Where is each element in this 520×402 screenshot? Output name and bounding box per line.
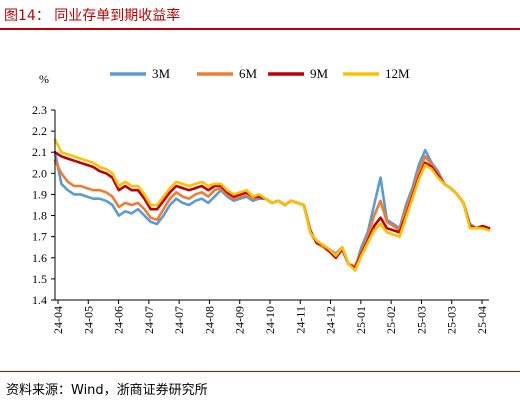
y-axis-ticks: 1.4 1.5 1.6 1.7 1.8 1.9 2.0 2.1 2.2 2.3 <box>32 103 55 307</box>
y-tick-label: 1.7 <box>32 230 47 244</box>
x-tick-label: 25-04 <box>475 306 489 334</box>
x-tick-label: 24-07 <box>172 306 186 334</box>
x-tick-label: 24-10 <box>263 306 277 334</box>
x-tick-label: 25-03 <box>445 306 459 334</box>
yield-line-chart: 3M 6M 9M 12M % 1.4 1.5 1.6 1.7 1.8 1.9 2.0 2.1 2.2 2… <box>32 66 491 334</box>
y-tick-label: 1.5 <box>32 272 47 286</box>
x-tick-label: 25-03 <box>414 306 428 334</box>
x-tick-label: 24-09 <box>233 306 247 334</box>
y-tick-label: 1.8 <box>32 209 47 223</box>
figure-title: 图14： 同业存单到期收益率 <box>4 8 181 24</box>
x-tick-label: 24-05 <box>81 306 95 334</box>
figure-title-bar: 图14： 同业存单到期收益率 <box>0 0 520 30</box>
x-tick-label: 25-02 <box>384 306 398 334</box>
y-tick-label: 1.9 <box>32 187 47 201</box>
x-tick-label: 24-04 <box>51 306 65 334</box>
x-axis-ticks: 24-04 24-05 24-06 24-07 24-07 24-08 24-09 24-10… <box>51 300 489 334</box>
axes <box>54 110 489 301</box>
legend-label-6m: 6M <box>239 66 258 81</box>
x-tick-label: 24-11 <box>293 306 307 334</box>
source-note: 资料来源：Wind，浙商证券研究所 <box>6 383 208 398</box>
chart-legend: 3M 6M 9M 12M <box>110 66 410 81</box>
y-tick-label: 2.0 <box>32 166 47 180</box>
legend-label-3m: 3M <box>152 66 171 81</box>
x-tick-label: 24-12 <box>324 306 338 334</box>
x-tick-label: 25-01 <box>354 306 368 334</box>
x-tick-label: 24-08 <box>202 306 216 334</box>
y-tick-label: 2.1 <box>32 145 47 159</box>
legend-label-12m: 12M <box>385 66 410 81</box>
series-lines <box>53 138 491 272</box>
y-axis-unit-label: % <box>39 72 49 86</box>
legend-label-9m: 9M <box>310 66 329 81</box>
footer-divider <box>0 371 520 372</box>
y-tick-label: 1.6 <box>32 251 47 265</box>
y-tick-label: 1.4 <box>32 293 47 307</box>
series-line-12m <box>53 138 491 272</box>
y-tick-label: 2.2 <box>32 124 47 138</box>
series-line-6m <box>53 155 491 268</box>
y-tick-label: 2.3 <box>32 103 47 117</box>
x-tick-label: 24-07 <box>142 306 156 334</box>
x-tick-label: 24-06 <box>112 306 126 334</box>
